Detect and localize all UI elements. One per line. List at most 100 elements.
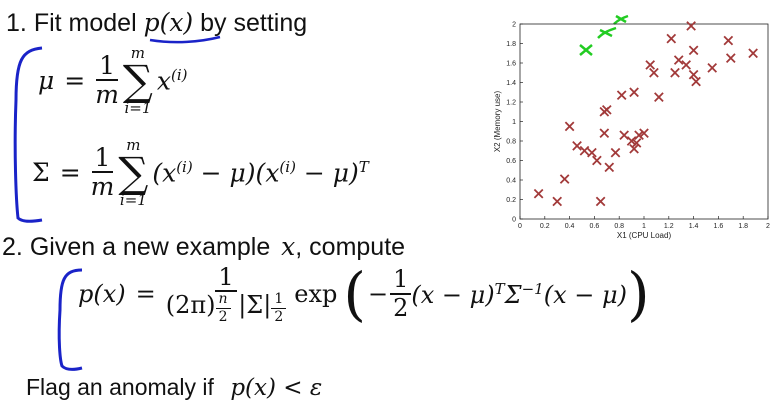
data-point [631, 138, 642, 148]
density-equation: p(x) = 1 (2π) n 2 |Σ| 1 2 exp ( − 1 2 (x − μ… [78, 264, 650, 325]
mu-frac-den: m [95, 80, 119, 110]
y-tick-label: 1.4 [506, 80, 516, 87]
mu-equals: = [64, 66, 86, 96]
y-tick-label: 1.8 [506, 41, 516, 48]
data-point [579, 145, 590, 156]
mu-term: x(i) [156, 66, 188, 96]
sigma-equals: = [59, 158, 81, 188]
x-axis-label: X1 (CPU Load) [617, 231, 672, 240]
sigma-sum-top: m [126, 136, 141, 154]
data-point [688, 69, 699, 80]
data-point [629, 143, 639, 154]
density-lhs: p(x) [78, 280, 126, 309]
y-tick-label: 1.6 [506, 61, 516, 68]
data-point [610, 147, 621, 158]
x-tick-label: 0.8 [614, 223, 624, 230]
y-tick-label: 1 [512, 119, 516, 126]
plot-frame [519, 23, 769, 220]
data-point [626, 136, 637, 146]
data-point [666, 33, 677, 44]
sigma-sum-bottom: i=1 [119, 190, 147, 209]
data-point [688, 45, 699, 56]
sigma-frac-den: m [90, 172, 115, 202]
data-point [725, 53, 736, 63]
data-point [595, 196, 606, 207]
data-point [654, 92, 664, 102]
density-frac-num: 1 [215, 264, 237, 293]
x-tick-label: 0 [518, 223, 522, 230]
data-point [604, 162, 615, 173]
step-1-label: Fit model [33, 9, 137, 37]
density-neg: − [368, 280, 389, 309]
data-point [552, 196, 563, 207]
data-point [616, 90, 627, 101]
y-tick-label: 0 [512, 217, 516, 224]
x-tick-label: 0.6 [590, 223, 600, 230]
green-annotation [579, 14, 629, 56]
mu-sum: m ∑ i=1 [123, 46, 153, 116]
data-point [645, 60, 656, 70]
data-point [572, 141, 582, 151]
y-tick-label: 0.2 [506, 197, 516, 204]
step-2-suffix: , compute [295, 233, 406, 261]
sigma-sum-symbol: ∑ [118, 148, 149, 197]
x-tick-label: 0.4 [565, 223, 575, 230]
scatter-chart: 0 0.2 0.4 0.6 0.8 1 1.2 1.4 1.6 1.8 2 0 0.2 0.4 0.6 0.8… [493, 21, 770, 240]
mu-sum-symbol: ∑ [122, 56, 153, 105]
data-point [599, 128, 610, 139]
y-tick-label: 1.2 [506, 100, 516, 107]
step-2-number: 2. [2, 233, 23, 261]
data-point [634, 130, 644, 140]
sigma-term: (x(i) − μ)(x(i) − μ)T [152, 158, 369, 188]
step-3-label: Flag an anomaly if [26, 374, 214, 400]
step-2-var: x [281, 232, 296, 261]
data-point [533, 188, 544, 199]
y-axis-label: X2 (Memory use) [493, 90, 502, 152]
data-point [686, 21, 696, 31]
step-3-heading: Flag an anomaly if p(x) < ε [26, 374, 322, 401]
sigma-frac-num: 1 [91, 144, 114, 174]
data-point [748, 48, 758, 59]
data-point [587, 147, 597, 158]
sigma-equation: Σ = 1 m m ∑ i=1 (x(i) − μ)(x(i) − μ)T [32, 138, 369, 208]
data-point [601, 104, 612, 115]
mu-equation: μ = 1 m m ∑ i=1 x(i) [38, 46, 188, 116]
data-point [639, 128, 649, 139]
data-point [629, 87, 639, 98]
data-point [649, 67, 659, 78]
step-1-number: 1. [6, 9, 27, 37]
data-point [673, 55, 684, 65]
step-1-model: p(x) [143, 8, 194, 37]
x-tick-label: 2 [766, 223, 770, 230]
y-tick-label: 0.8 [506, 139, 516, 146]
step-1-heading: 1. Fit model p(x) by setting [6, 8, 307, 38]
data-point [559, 174, 570, 184]
mu-sum-bottom: i=1 [124, 98, 152, 117]
mu-lhs: μ [38, 66, 55, 96]
data-point [691, 76, 701, 87]
data-point [670, 67, 680, 78]
x-tick-label: 1.6 [714, 223, 724, 230]
x-tick-label: 1 [642, 223, 646, 230]
brace-annotation-1 [13, 46, 43, 223]
data-point [564, 121, 575, 132]
y-tick-label: 2 [512, 22, 516, 29]
mu-frac-num: 1 [96, 52, 119, 82]
underline-annotation [149, 35, 221, 44]
x-tick-label: 1.8 [738, 223, 748, 230]
step-1-suffix: by setting [200, 9, 308, 37]
data-point [592, 155, 602, 166]
density-fraction: 1 (2π) n 2 |Σ| 1 2 [166, 264, 287, 325]
mu-sum-top: m [130, 44, 146, 62]
density-body: (x − μ)TΣ−1(x − μ) [411, 279, 627, 309]
data-point [681, 60, 691, 70]
y-tick-label: 0.6 [506, 158, 516, 165]
density-left-paren: ( [343, 260, 366, 329]
sigma-fraction: 1 m [91, 144, 115, 202]
data-point [723, 35, 734, 46]
plot-area: 0 0.2 0.4 0.6 0.8 1 1.2 1.4 1.6 1.8 2 0 0.2 0.4 0.6 0.8… [506, 21, 770, 230]
sigma-lhs: Σ [32, 158, 50, 188]
density-right-paren: ) [626, 260, 650, 329]
data-point [619, 130, 629, 140]
